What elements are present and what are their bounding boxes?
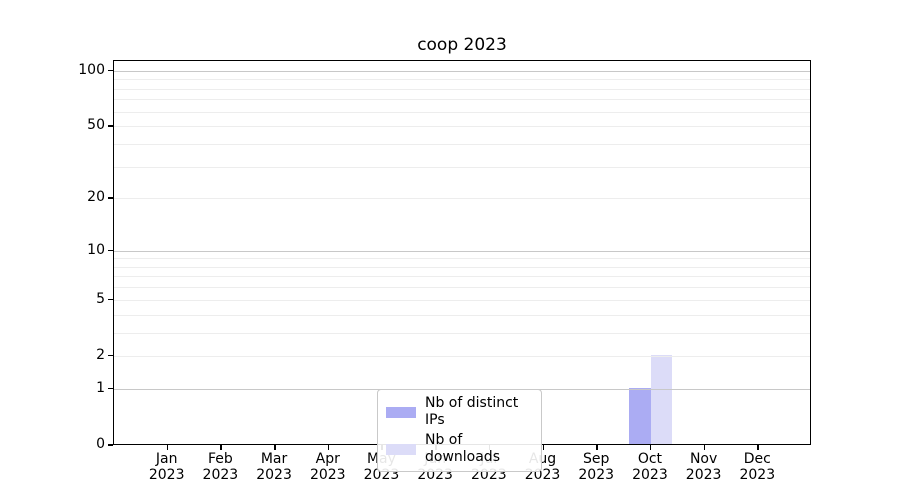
y-axis-tick-mark-100 xyxy=(108,69,113,72)
gridline-minor-4 xyxy=(114,314,810,316)
legend-item-distinct-ips: Nb of distinct IPs xyxy=(386,395,533,429)
gridline-minor-5 xyxy=(114,299,810,301)
legend-item-downloads: Nb of downloads xyxy=(386,432,533,466)
x-axis-tick-label-apr-2023: Apr 2023 xyxy=(309,451,346,483)
x-axis-tick-mark-feb-2023 xyxy=(220,445,222,450)
legend-label-downloads: Nb of downloads xyxy=(425,432,500,465)
x-axis-tick-label-nov-2023: Nov 2023 xyxy=(685,451,722,483)
legend-swatch-distinct-ips xyxy=(386,406,416,418)
gridline-major-100 xyxy=(114,70,810,72)
x-axis-tick-mark-oct-2023 xyxy=(649,445,652,450)
gridline-minor-50 xyxy=(114,126,810,128)
x-axis-tick-label-feb-2023: Feb 2023 xyxy=(202,451,239,483)
gridline-minor-90 xyxy=(114,79,810,81)
y-axis-tick-label-100: 100 xyxy=(78,61,105,78)
x-axis-tick-mark-nov-2023 xyxy=(703,445,706,450)
y-axis-tick-mark-20 xyxy=(108,197,113,199)
gridline-minor-3 xyxy=(114,332,810,334)
gridline-minor-60 xyxy=(114,111,810,113)
legend: Nb of distinct IPs Nb of downloads xyxy=(377,389,542,472)
legend-swatch-downloads xyxy=(386,443,416,455)
y-axis-tick-mark-0 xyxy=(108,444,113,446)
x-axis-tick-label-dec-2023: Dec 2023 xyxy=(739,451,776,483)
gridline-minor-6 xyxy=(114,287,810,289)
x-axis-tick-mark-dec-2023 xyxy=(757,445,759,450)
y-axis-tick-label-2: 2 xyxy=(96,346,105,363)
y-axis-tick-mark-50 xyxy=(108,125,113,127)
gridline-minor-8 xyxy=(114,266,810,268)
legend-label-distinct-ips: Nb of distinct IPs xyxy=(425,395,519,428)
y-axis-tick-mark-1 xyxy=(108,387,113,390)
x-axis-tick-mark-sep-2023 xyxy=(596,445,598,450)
plot-area xyxy=(113,60,811,445)
y-axis-tick-label-5: 5 xyxy=(96,290,105,307)
gridline-minor-80 xyxy=(114,88,810,90)
gridline-minor-70 xyxy=(114,99,810,101)
x-axis-tick-label-sep-2023: Sep 2023 xyxy=(578,451,615,483)
gridline-minor-2 xyxy=(114,355,810,357)
y-axis-tick-label-1: 1 xyxy=(96,379,105,396)
y-axis-tick-label-50: 50 xyxy=(87,117,105,134)
y-axis-tick-mark-10 xyxy=(108,249,113,252)
chart-title: coop 2023 xyxy=(417,35,507,55)
bar-nb-of-distinct-ips-oct-2023 xyxy=(629,387,651,444)
x-axis-tick-mark-aug-2023 xyxy=(542,445,545,450)
y-axis-tick-mark-5 xyxy=(108,298,113,301)
gridline-minor-30 xyxy=(114,166,810,168)
x-axis-tick-mark-apr-2023 xyxy=(327,445,330,450)
y-axis-tick-label-10: 10 xyxy=(87,241,105,258)
y-axis-tick-label-20: 20 xyxy=(87,189,105,206)
x-axis-tick-label-mar-2023: Mar 2023 xyxy=(256,451,292,483)
gridline-minor-40 xyxy=(114,143,810,145)
gridline-minor-20 xyxy=(114,198,810,200)
gridline-minor-7 xyxy=(114,276,810,278)
x-axis-tick-label-jan-2023: Jan 2023 xyxy=(148,451,185,483)
bar-nb-of-downloads-oct-2023 xyxy=(650,354,673,444)
gridline-minor-9 xyxy=(114,258,810,260)
x-axis-tick-mark-mar-2023 xyxy=(274,445,276,450)
x-axis-tick-mark-jan-2023 xyxy=(166,445,169,450)
y-axis-tick-mark-2 xyxy=(108,354,113,357)
y-axis-tick-label-0: 0 xyxy=(96,436,105,452)
x-axis-tick-label-oct-2023: Oct 2023 xyxy=(632,451,668,483)
gridline-major-10 xyxy=(114,250,810,252)
